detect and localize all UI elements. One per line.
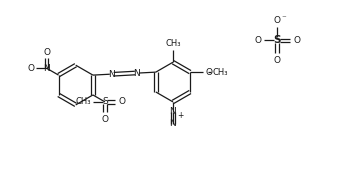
Text: O: O: [274, 56, 281, 65]
Text: N: N: [170, 119, 176, 128]
Text: CH₃: CH₃: [165, 39, 181, 48]
Text: O: O: [118, 97, 125, 106]
Text: O: O: [293, 36, 300, 45]
Text: O: O: [254, 36, 261, 45]
Text: ⁻: ⁻: [281, 14, 286, 23]
Text: O: O: [27, 64, 34, 73]
Text: N: N: [43, 64, 50, 73]
Text: N: N: [134, 69, 140, 78]
Text: O: O: [43, 48, 50, 57]
Text: O: O: [101, 115, 108, 124]
Text: O: O: [274, 15, 281, 25]
Text: CH₃: CH₃: [213, 68, 228, 77]
Text: O: O: [205, 68, 212, 77]
Text: S: S: [102, 97, 108, 106]
Text: N: N: [170, 107, 176, 116]
Text: CH₃: CH₃: [76, 97, 91, 106]
Text: S: S: [273, 35, 281, 45]
Text: N: N: [108, 70, 115, 79]
Text: +: +: [177, 111, 183, 120]
